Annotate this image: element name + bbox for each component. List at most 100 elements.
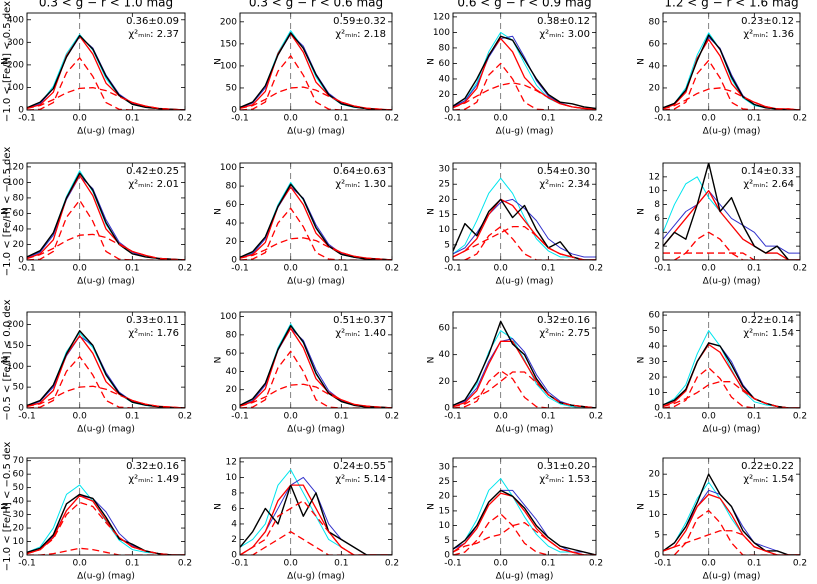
y-tick-label: 50 [13, 483, 25, 493]
y-tick-label: 20 [649, 373, 661, 383]
component-curve [663, 367, 800, 408]
x-tick-label: 0.1 [541, 264, 555, 274]
y-tick-label: 0 [18, 256, 24, 266]
x-axis-label: Δ(u-g) (mag) [287, 425, 345, 435]
component-curve [240, 500, 392, 555]
annotation: χ²ₘᵢₙ: 5.14 [335, 474, 386, 485]
y-tick-label: 0 [444, 106, 450, 116]
y-tick-label: 80 [226, 330, 238, 340]
component-curve [663, 87, 800, 110]
y-tick-label: 120 [433, 12, 450, 22]
y-axis-label: N [637, 208, 647, 215]
annotation: 0.31±0.20 [537, 461, 590, 472]
y-tick-label: 12 [649, 172, 660, 182]
line-series [663, 190, 800, 260]
x-tick-label: -0.1 [18, 264, 36, 274]
x-tick-label: -0.1 [444, 412, 462, 422]
annotation: χ²ₘᵢₙ: 1.54 [743, 328, 794, 339]
x-tick-label: -0.1 [231, 114, 249, 124]
y-axis-label: N [637, 357, 647, 364]
x-axis-label: Δ(u-g) (mag) [77, 277, 135, 287]
panel: -0.1 0.0 0.1 0.2 0 5 10 15 20 Δ(u-g) (mag) N 0.22±0… [637, 457, 807, 582]
component-curve [453, 522, 596, 555]
x-tick-label: 0.2 [385, 559, 399, 569]
line-series [27, 330, 185, 408]
line-series [453, 489, 596, 555]
axes-frame [26, 311, 186, 409]
y-tick-label: 40 [13, 497, 25, 507]
y-tick-label: 0 [18, 106, 24, 116]
plot-area [663, 32, 800, 110]
plot-area [453, 177, 596, 260]
x-tick-label: 0.2 [178, 114, 192, 124]
y-tick-label: 200 [7, 320, 24, 330]
x-tick-label: -0.1 [654, 264, 672, 274]
x-tick-label: 0.1 [334, 412, 348, 422]
y-tick-label: 25 [439, 477, 450, 487]
plot-area [453, 478, 596, 555]
plot-area [240, 30, 392, 110]
axes-frame [452, 457, 597, 556]
y-tick-label: 120 [7, 162, 24, 172]
panel: -0.1 0.0 0.1 0.2 0 100 200 300 400 Δ(u-g) (mag) N 0… [1, 12, 192, 137]
y-tick-label: 200 [220, 17, 237, 27]
annotation: 0.36±0.09 [126, 16, 179, 27]
y-tick-label: 40 [649, 61, 661, 71]
x-tick-label: -0.1 [444, 264, 462, 274]
component-curve [663, 231, 800, 260]
plot-area [453, 31, 596, 110]
y-tick-label: 20 [226, 237, 238, 247]
component-curve [453, 226, 596, 260]
component-curve [663, 59, 800, 110]
y-tick-label: 12 [226, 457, 237, 467]
x-tick-label: 0.1 [334, 559, 348, 569]
component-curve [453, 62, 596, 110]
y-tick-label: 20 [439, 90, 451, 100]
column-title: 0.3 < g − r < 0.6 mag [249, 0, 383, 10]
x-tick-label: 0.1 [541, 412, 555, 422]
x-axis-label: Δ(u-g) (mag) [496, 572, 554, 582]
panel: -0.1 0.0 0.1 0.2 0 20 40 60 Δ(u-g) (mag) N 0.32±0.… [427, 311, 603, 435]
x-tick-label: -0.1 [444, 559, 462, 569]
x-tick-label: 0.0 [494, 264, 509, 274]
annotation: χ²ₘᵢₙ: 2.01 [128, 179, 179, 190]
y-tick-label: 0 [18, 551, 24, 561]
y-tick-label: 150 [220, 39, 237, 49]
y-tick-label: 20 [439, 377, 451, 387]
y-axis-label: N [427, 357, 437, 364]
line-series [663, 32, 800, 110]
component-curve [240, 531, 392, 555]
component-curve [453, 371, 596, 408]
annotation: 0.22±0.14 [741, 315, 794, 326]
row-label: −0.5 < [Fe/H] < 0.0 dex [2, 299, 13, 420]
y-tick-label: 40 [13, 224, 25, 234]
x-tick-label: 0.2 [793, 114, 807, 124]
axes-frame [239, 457, 393, 556]
row-label: −1.0 < [Fe/H] < 0.5 dex [2, 1, 13, 122]
x-tick-label: -0.1 [231, 264, 249, 274]
y-tick-label: 80 [439, 43, 451, 53]
component-curve [240, 383, 392, 408]
x-axis-label: Δ(u-g) (mag) [496, 425, 554, 435]
x-tick-label: -0.1 [18, 412, 36, 422]
component-curve [240, 55, 392, 110]
annotation: 0.32±0.16 [537, 315, 590, 326]
annotation: 0.24±0.55 [333, 461, 386, 472]
y-tick-label: 100 [7, 83, 24, 93]
y-tick-label: 40 [226, 367, 238, 377]
component-curve [27, 547, 185, 555]
x-tick-label: 0.1 [747, 264, 761, 274]
annotation: χ²ₘᵢₙ: 2.37 [128, 29, 179, 40]
annotation: 0.38±0.12 [537, 16, 590, 27]
line-series [453, 198, 596, 258]
component-curve [453, 370, 596, 408]
line-series [240, 325, 392, 408]
y-tick-label: 5 [654, 530, 660, 540]
plot-area [27, 170, 185, 260]
y-tick-label: 0 [444, 256, 450, 266]
y-axis-label: N [214, 357, 224, 364]
y-tick-label: 0 [654, 551, 660, 561]
line-series [240, 33, 392, 110]
y-tick-label: 100 [220, 312, 237, 322]
y-axis-label: N [637, 58, 647, 65]
